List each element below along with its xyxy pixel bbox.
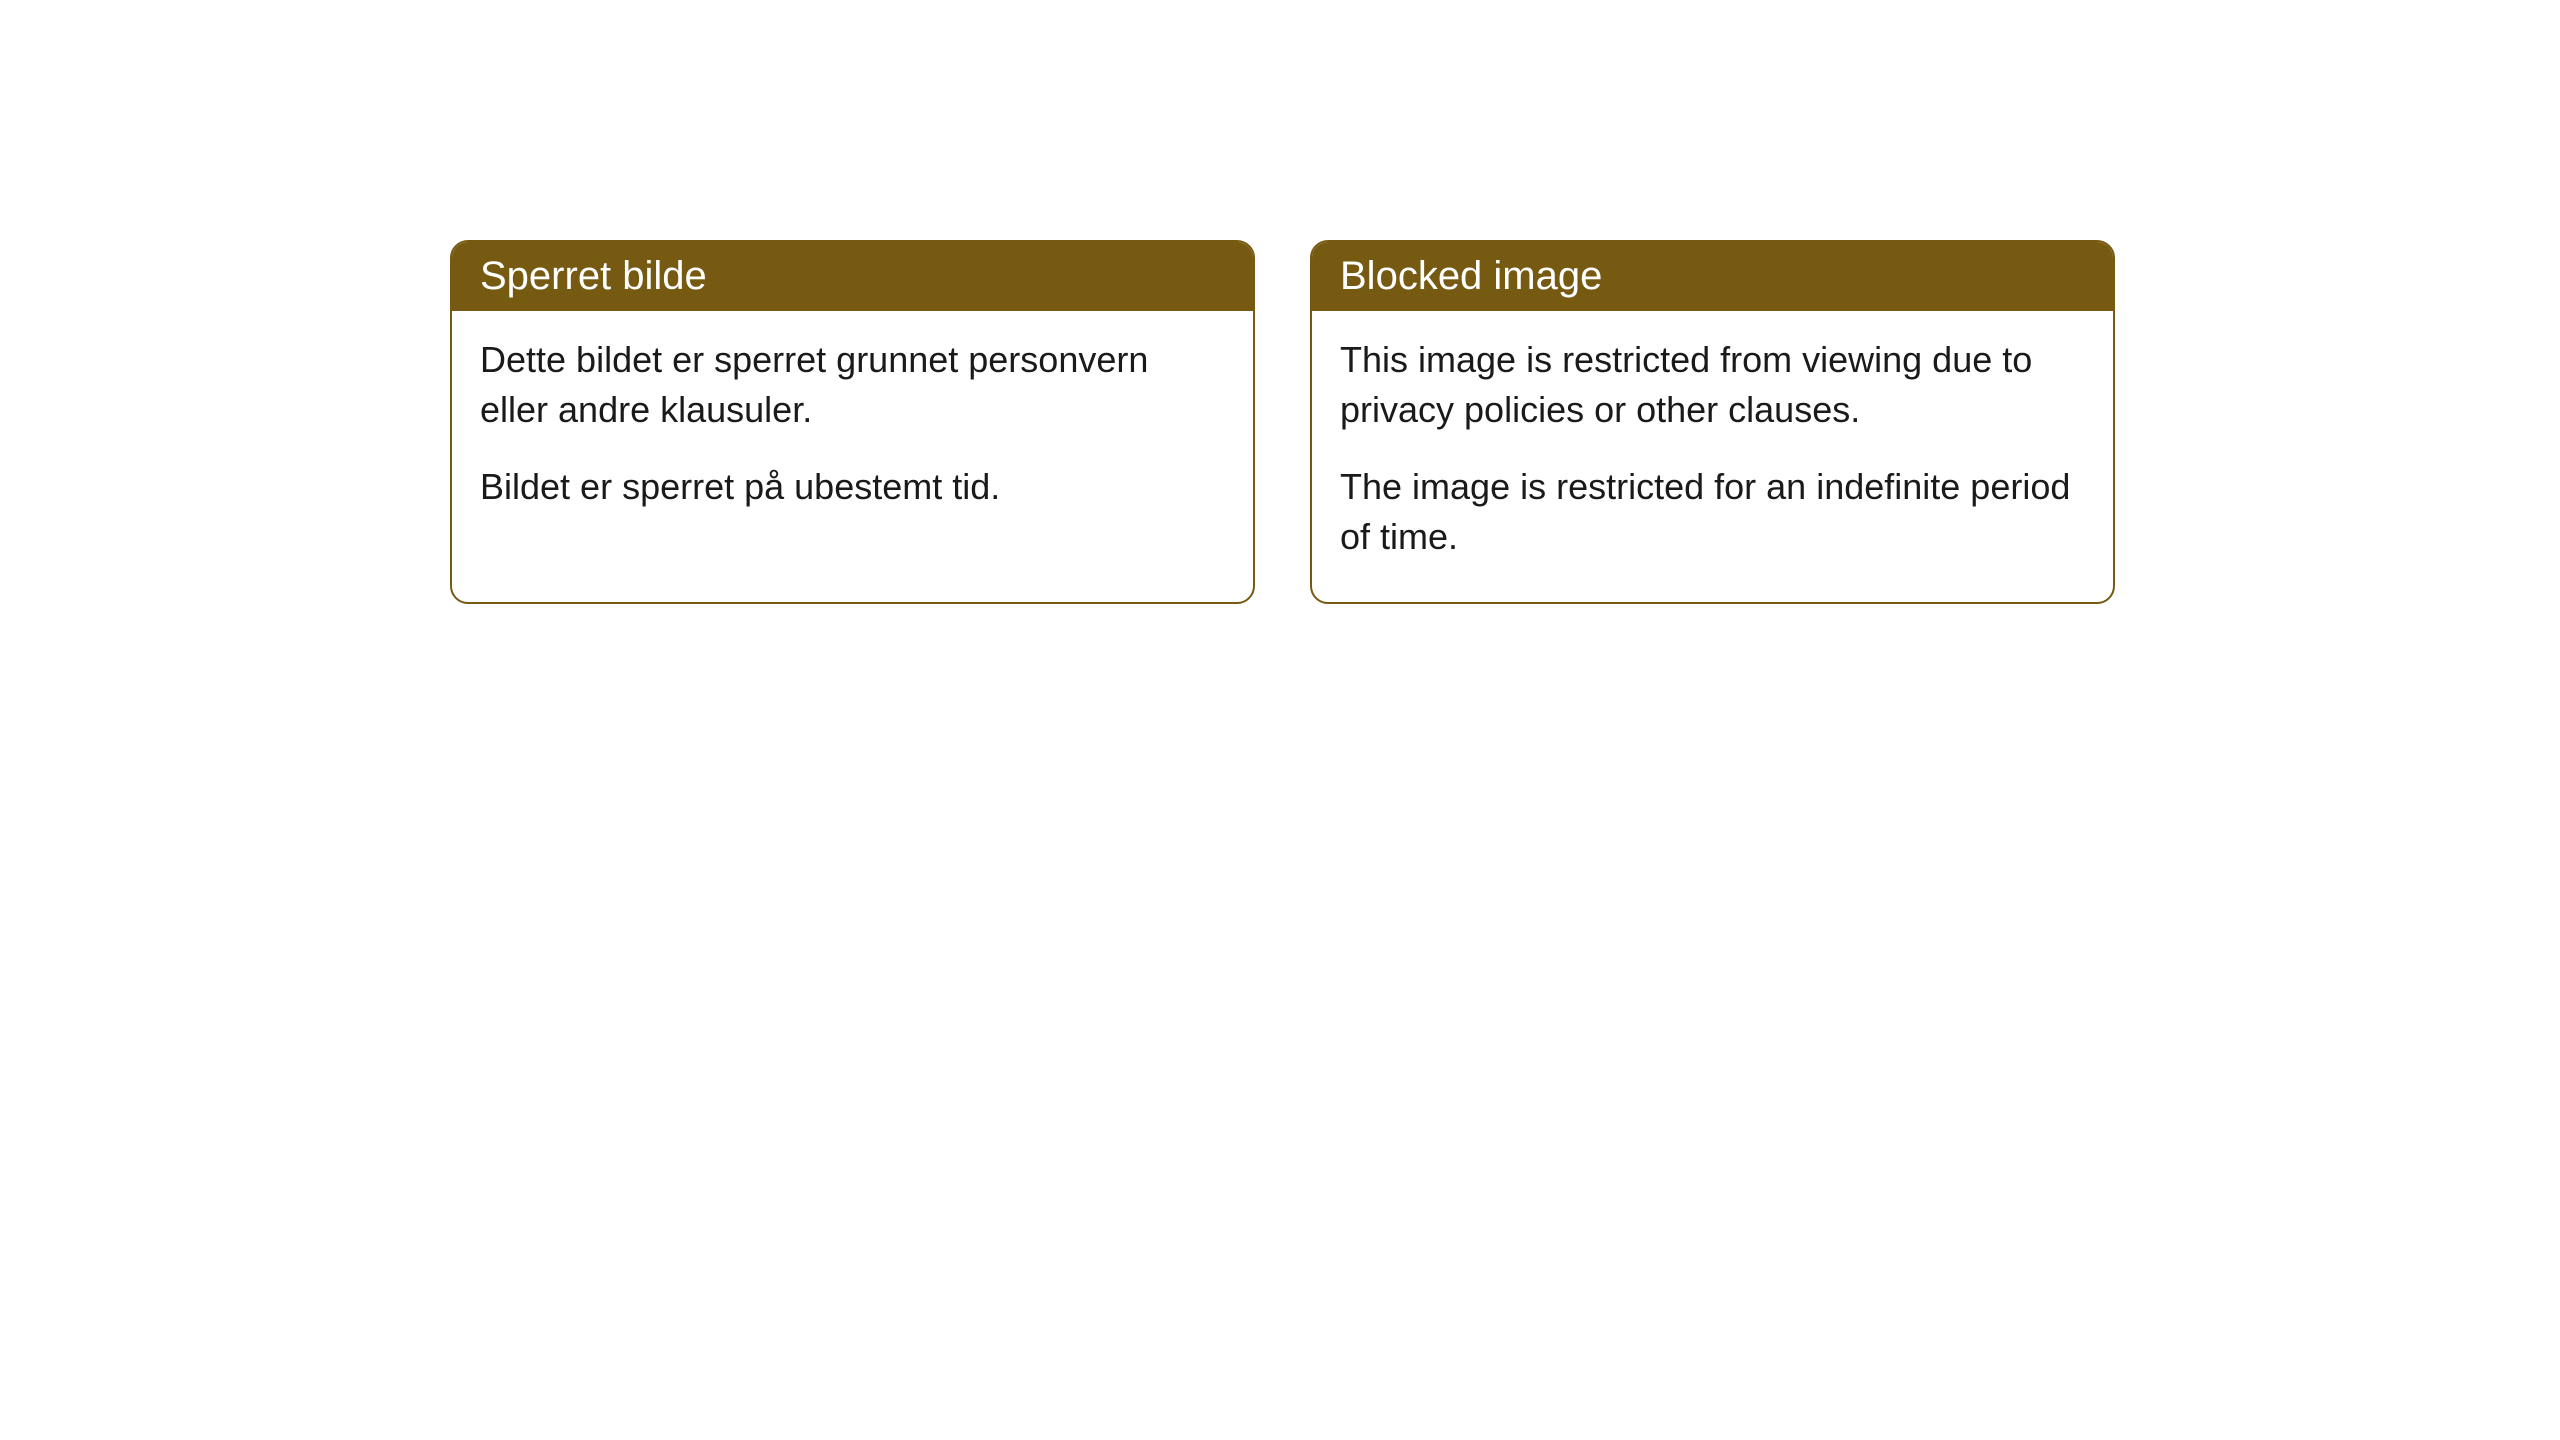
card-norwegian: Sperret bilde Dette bildet er sperret gr… xyxy=(450,240,1255,604)
card-body: Dette bildet er sperret grunnet personve… xyxy=(452,311,1253,552)
card-title: Sperret bilde xyxy=(480,254,707,298)
card-paragraph: The image is restricted for an indefinit… xyxy=(1340,462,2085,561)
card-paragraph: This image is restricted from viewing du… xyxy=(1340,335,2085,434)
card-title: Blocked image xyxy=(1340,254,1602,298)
cards-container: Sperret bilde Dette bildet er sperret gr… xyxy=(450,240,2115,604)
card-header: Sperret bilde xyxy=(452,242,1253,311)
card-paragraph: Dette bildet er sperret grunnet personve… xyxy=(480,335,1225,434)
card-paragraph: Bildet er sperret på ubestemt tid. xyxy=(480,462,1225,512)
card-header: Blocked image xyxy=(1312,242,2113,311)
card-english: Blocked image This image is restricted f… xyxy=(1310,240,2115,604)
card-body: This image is restricted from viewing du… xyxy=(1312,311,2113,602)
